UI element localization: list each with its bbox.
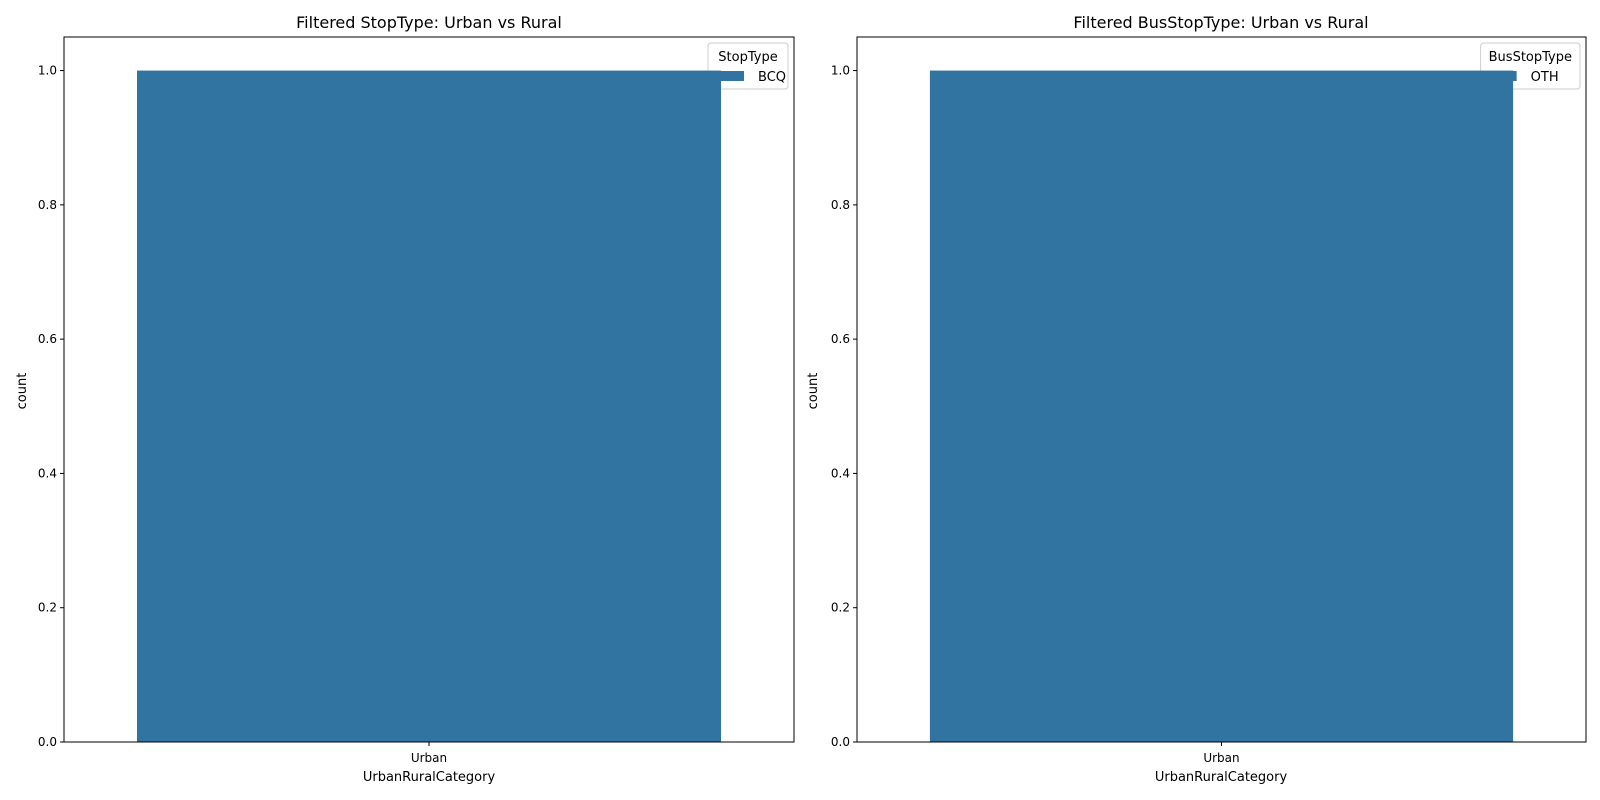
right-chart-xtick-label-0: Urban xyxy=(1203,751,1239,765)
right-chart-ytick-label-0: 0.0 xyxy=(831,735,850,749)
right-chart-legend-title: BusStopType xyxy=(1489,50,1572,65)
left-chart-ytick-label-3: 0.6 xyxy=(38,332,57,346)
left-chart-ytick-label-0: 0.0 xyxy=(38,735,57,749)
left-chart-legend-title: StopType xyxy=(718,50,777,65)
left-chart-ytick-label-5: 1.0 xyxy=(38,64,57,78)
right-chart-legend-entry: OTH xyxy=(1531,70,1559,85)
left-chart-legend-swatch xyxy=(716,71,744,81)
left-chart-xlabel: UrbanRuralCategory xyxy=(363,770,496,785)
right-chart-ytick-label-1: 0.2 xyxy=(831,601,850,615)
left-chart-axes-frame xyxy=(63,36,795,743)
right-chart-ylabel: count xyxy=(806,373,821,410)
left-chart-ytick-label-4: 0.8 xyxy=(38,198,57,212)
left-chart-xtick-label-0: Urban xyxy=(411,751,447,765)
right-chart-ytick-label-5: 1.0 xyxy=(831,64,850,78)
left-chart-bar-0-0 xyxy=(137,70,721,743)
left-chart-ylabel: count xyxy=(15,373,30,410)
left-chart: Filtered StopType: Urban vs Rural UrbanR… xyxy=(15,13,795,785)
left-chart-legend-entry: BCQ xyxy=(758,70,786,85)
right-chart-axes-frame xyxy=(856,36,1587,743)
left-chart-ytick-label-1: 0.2 xyxy=(38,601,57,615)
right-chart-ytick-label-4: 0.8 xyxy=(831,198,850,212)
right-chart-ytick-label-3: 0.6 xyxy=(831,332,850,346)
right-chart-xlabel: UrbanRuralCategory xyxy=(1155,770,1288,785)
left-chart-title: Filtered StopType: Urban vs Rural xyxy=(296,13,562,32)
right-chart-title: Filtered BusStopType: Urban vs Rural xyxy=(1073,13,1368,32)
right-chart-bar-0-0 xyxy=(929,70,1514,743)
left-chart-ytick-label-2: 0.4 xyxy=(38,466,57,480)
right-chart: Filtered BusStopType: Urban vs Rural Urb… xyxy=(806,13,1587,785)
right-chart-ytick-label-2: 0.4 xyxy=(831,466,850,480)
